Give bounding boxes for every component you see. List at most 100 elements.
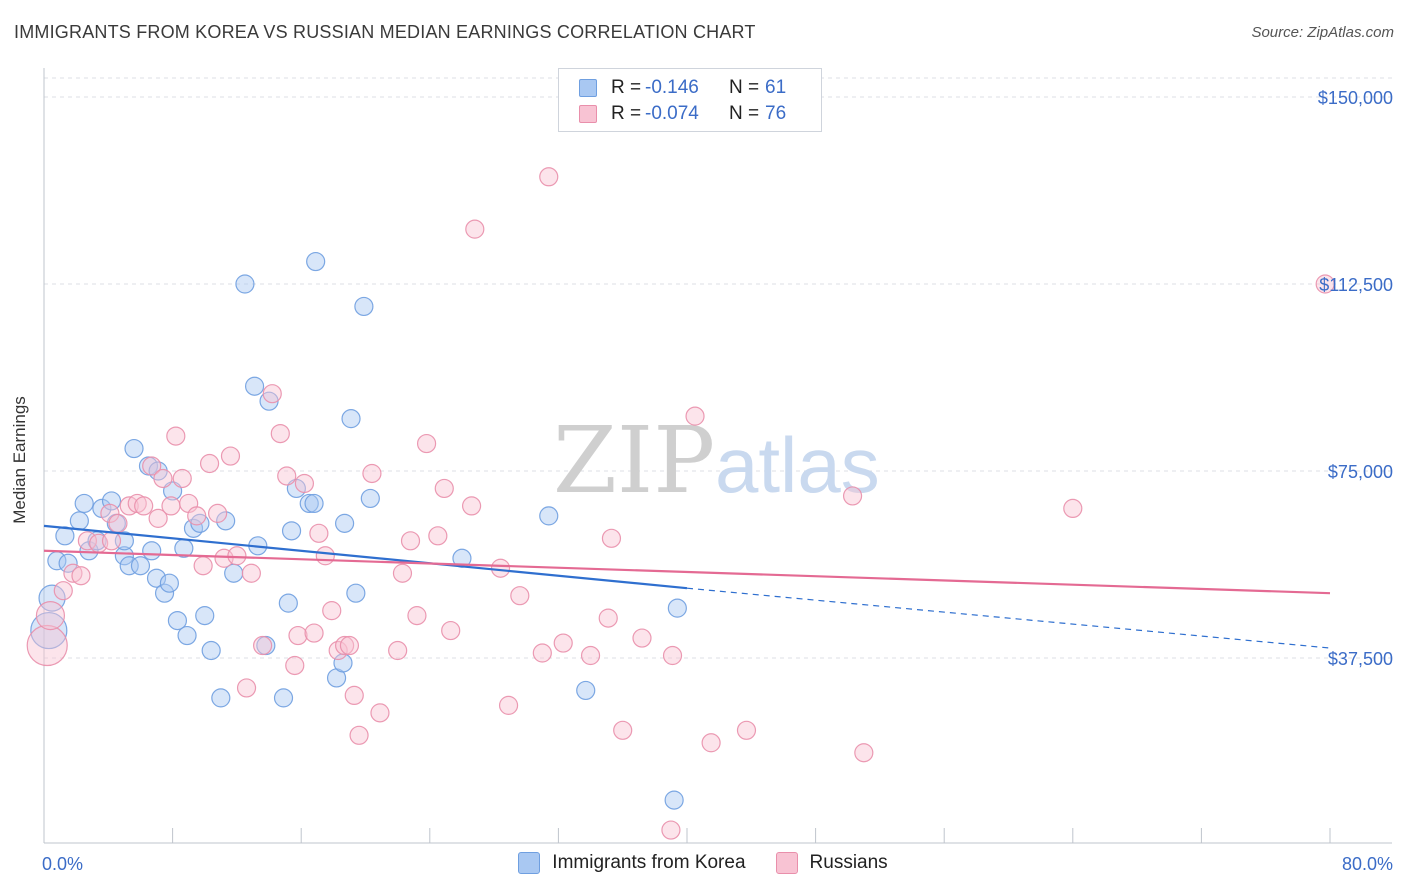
point-korea	[130, 556, 151, 576]
point-russians	[388, 640, 408, 661]
point-russians	[328, 640, 348, 661]
point-korea	[235, 274, 255, 294]
legend-swatch-korea	[518, 852, 541, 874]
point-russians	[35, 601, 66, 631]
point-russians	[362, 463, 382, 484]
y-tick-label: $112,500	[1319, 275, 1393, 295]
point-korea	[304, 493, 324, 514]
n-label: N =	[729, 103, 760, 124]
point-russians	[428, 526, 448, 546]
point-russians	[53, 581, 73, 601]
point-russians	[434, 478, 454, 499]
point-russians	[199, 453, 220, 474]
point-russians	[685, 406, 705, 426]
point-russians	[288, 625, 308, 646]
point-russians	[236, 678, 257, 698]
point-korea	[306, 251, 326, 272]
point-russians	[498, 695, 519, 715]
point-korea	[576, 680, 596, 701]
point-korea	[273, 688, 294, 708]
point-russians	[304, 623, 324, 643]
point-korea	[195, 606, 215, 626]
trend-line-russians	[43, 549, 1331, 595]
data-points	[26, 167, 1335, 840]
x-tick-label-min: 0.0%	[42, 854, 83, 874]
series-legend: Immigrants from Korea Russians	[0, 852, 1406, 874]
point-korea	[341, 409, 361, 429]
y-tick-label: $37,500	[1328, 649, 1393, 669]
point-russians	[532, 643, 552, 663]
point-russians	[335, 635, 355, 656]
n-value: 76	[765, 103, 787, 124]
point-korea	[216, 511, 236, 531]
legend-row-korea: R = -0.146 N = 61	[579, 75, 786, 101]
point-korea	[354, 296, 374, 317]
r-label: R =	[611, 77, 642, 98]
point-russians	[613, 720, 633, 740]
legend-swatch-korea	[579, 79, 597, 97]
point-russians	[253, 635, 273, 656]
point-russians	[285, 655, 305, 676]
point-russians	[77, 531, 98, 551]
point-russians	[661, 820, 681, 840]
point-korea	[58, 553, 78, 573]
point-russians	[662, 645, 683, 666]
point-russians	[736, 720, 757, 740]
r-value: -0.074	[645, 103, 699, 124]
point-russians	[262, 384, 282, 404]
point-russians	[601, 528, 622, 548]
legend-label-russians: Russians	[809, 852, 888, 873]
point-russians	[349, 725, 369, 745]
point-korea	[183, 518, 204, 538]
point-russians	[407, 606, 427, 626]
point-russians	[701, 733, 721, 753]
x-tick-label-max: 80.0%	[1342, 854, 1393, 874]
point-russians	[161, 496, 181, 516]
point-korea	[119, 556, 139, 576]
point-russians	[187, 506, 207, 526]
point-korea	[346, 583, 366, 603]
point-korea	[167, 610, 188, 631]
legend-item-russians: Russians	[775, 852, 888, 874]
point-russians	[193, 556, 213, 576]
point-russians	[63, 563, 83, 583]
point-russians	[510, 586, 530, 606]
point-russians	[166, 426, 186, 446]
point-russians	[854, 743, 874, 763]
correlation-legend: R = -0.146 N = 61 R = -0.074 N = 76	[558, 68, 822, 132]
point-russians	[598, 608, 618, 628]
watermark-atlas: atlas	[715, 421, 880, 509]
point-russians	[553, 633, 573, 653]
point-korea	[539, 506, 559, 526]
point-russians	[71, 566, 91, 586]
point-korea	[211, 688, 231, 708]
n-value: 61	[765, 77, 787, 98]
point-korea	[69, 511, 89, 531]
point-russians	[108, 513, 128, 533]
point-russians	[461, 496, 482, 516]
point-korea	[142, 541, 162, 561]
point-russians	[400, 531, 421, 551]
point-russians	[339, 635, 360, 656]
point-korea	[177, 625, 197, 646]
axes	[43, 68, 1392, 844]
point-korea	[201, 640, 221, 661]
point-korea	[664, 790, 684, 810]
point-korea	[74, 493, 94, 514]
point-russians	[539, 167, 559, 187]
point-russians	[101, 531, 122, 551]
point-korea	[114, 546, 134, 566]
point-russians	[1315, 274, 1335, 294]
point-russians	[344, 685, 364, 706]
point-russians	[119, 496, 139, 516]
point-korea	[335, 513, 355, 533]
legend-swatch-russians	[579, 105, 597, 123]
point-russians	[1063, 498, 1083, 518]
point-russians	[294, 473, 315, 494]
point-russians	[322, 601, 342, 621]
point-russians	[465, 219, 485, 239]
point-korea	[154, 583, 175, 603]
point-russians	[208, 503, 228, 523]
point-russians	[277, 466, 297, 486]
